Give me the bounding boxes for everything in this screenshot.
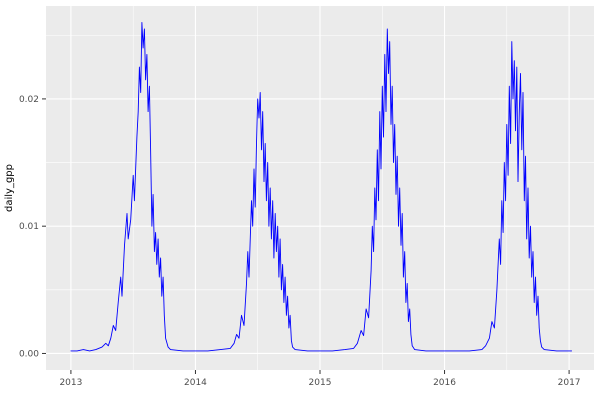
major-gridlines [46, 6, 594, 370]
x-tick-label: 2016 [433, 378, 456, 388]
y-tick-label: 0.01 [19, 222, 39, 232]
y-tick-label: 0.00 [19, 349, 39, 359]
y-axis-title: daily_gpp [4, 164, 15, 212]
x-tick-label: 2015 [309, 378, 332, 388]
x-tick-label: 2013 [59, 378, 82, 388]
data-line-layer [70, 22, 573, 352]
gpp-line [70, 22, 573, 352]
x-tick-label: 2014 [184, 378, 207, 388]
x-tick-label: 2017 [558, 378, 581, 388]
y-tick-label: 0.02 [19, 95, 39, 105]
axis-layer: 2013 2014 2015 2016 2017 0.00 0.01 0.02 [19, 95, 581, 388]
